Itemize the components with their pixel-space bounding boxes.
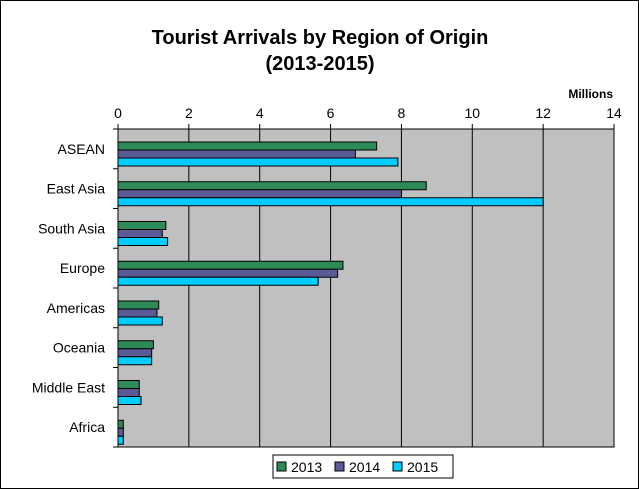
bar-2014 [117, 308, 158, 318]
category-label: Europe [60, 260, 105, 276]
legend-swatch-2014 [334, 461, 345, 472]
bar-2013 [117, 141, 378, 151]
bar-2015 [117, 435, 124, 445]
category-label: South Asia [38, 220, 105, 236]
category-label: East Asia [47, 181, 106, 197]
plot-layer: 0 2 4 6 8 10 12 14 ASEAN East Asia South Asia Europ… [32, 105, 622, 448]
bar-2013 [117, 300, 160, 310]
x-tick-label: 6 [327, 105, 335, 121]
bar-2015 [117, 197, 544, 207]
x-tick-label: 2 [185, 105, 193, 121]
bar-2014 [117, 348, 153, 358]
bar-2015 [117, 316, 163, 326]
bar-2013 [117, 380, 140, 389]
bar-2014 [117, 189, 402, 199]
category-label: Middle East [32, 379, 105, 395]
category-label: Oceania [53, 340, 105, 356]
category-label: ASEAN [58, 141, 105, 157]
legend-label: 2014 [349, 459, 380, 475]
x-tick-label: 8 [398, 105, 406, 121]
bar-2013 [117, 340, 154, 350]
bar-2014 [117, 388, 140, 397]
bar-2015 [117, 237, 169, 246]
bar-2015 [117, 276, 319, 286]
x-tick-label: 4 [256, 105, 264, 121]
x-axis-unit-label: Millions [568, 87, 613, 101]
bar-2014 [117, 229, 163, 238]
bar-2014 [117, 427, 124, 437]
category-label: Americas [47, 300, 105, 316]
bar-2014 [117, 149, 356, 159]
legend-swatch-2015 [392, 461, 403, 472]
category-label: Africa [69, 419, 105, 435]
chart-subtitle: (2013-2015) [266, 53, 375, 75]
x-tick-label: 10 [464, 105, 480, 121]
bar-2013 [117, 260, 344, 270]
bar-2013 [117, 419, 124, 429]
bar-2015 [117, 396, 142, 405]
x-tick-label: 12 [535, 105, 551, 121]
bar-2013 [117, 221, 167, 230]
chart-title: Tourist Arrivals by Region of Origin [152, 27, 489, 49]
bar-2014 [117, 268, 339, 278]
legend-swatch-2013 [276, 461, 287, 472]
bar-2013 [117, 181, 427, 191]
bar-2015 [117, 356, 153, 366]
legend-label: 2013 [291, 459, 322, 475]
legend-label: 2015 [407, 459, 438, 475]
x-tick-label: 0 [114, 105, 122, 121]
legend: 2013 2014 2015 [272, 454, 454, 479]
plot-area [117, 128, 615, 448]
bar-2015 [117, 157, 399, 167]
x-tick-label: 14 [606, 105, 622, 121]
legend-box [272, 454, 454, 479]
